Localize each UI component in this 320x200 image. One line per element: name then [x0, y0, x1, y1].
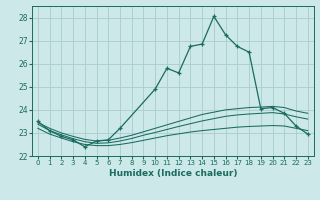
- X-axis label: Humidex (Indice chaleur): Humidex (Indice chaleur): [108, 169, 237, 178]
